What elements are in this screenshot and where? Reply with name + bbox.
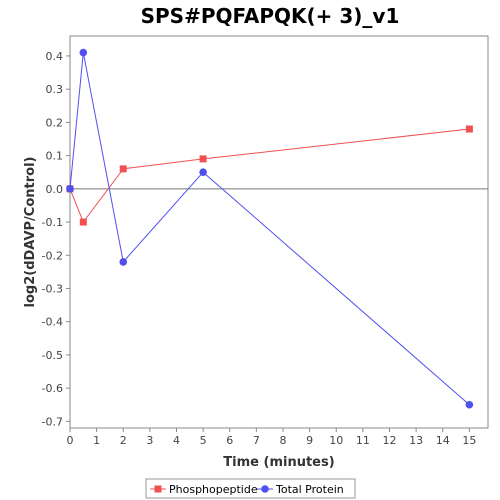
- legend-box: [145, 478, 356, 499]
- y-tick-label: -0.2: [42, 249, 63, 262]
- data-point-square: [119, 165, 127, 173]
- y-tick-label: -0.5: [42, 349, 63, 362]
- y-tick-label: -0.1: [42, 216, 63, 229]
- y-tick-label: 0.3: [46, 83, 64, 96]
- x-tick-label: 13: [409, 434, 423, 447]
- x-tick-label: 5: [200, 434, 207, 447]
- x-tick-label: 3: [146, 434, 153, 447]
- x-tick-label: 8: [279, 434, 286, 447]
- legend-marker-square: [154, 485, 162, 493]
- plot-area: [69, 35, 489, 429]
- x-tick-label: 15: [462, 434, 476, 447]
- x-tick-label: 7: [253, 434, 260, 447]
- data-point-circle: [66, 185, 74, 193]
- data-point-circle: [465, 400, 474, 409]
- legend-label: Phosphopeptide: [169, 483, 258, 496]
- y-tick-label: 0.4: [46, 50, 64, 63]
- y-tick-label: -0.3: [42, 282, 63, 295]
- data-point-circle: [119, 258, 128, 266]
- x-axis-label: Time (minutes): [223, 455, 334, 470]
- data-point-circle: [199, 168, 207, 177]
- y-tick-label: 0.0: [46, 183, 64, 196]
- x-tick-label: 14: [436, 434, 450, 447]
- y-tick-label: 0.2: [46, 116, 64, 129]
- x-tick-label: 9: [306, 434, 313, 447]
- x-tick-label: 11: [356, 434, 370, 447]
- data-point-square: [465, 125, 473, 133]
- x-tick-label: 6: [226, 434, 233, 447]
- x-tick-label: 0: [67, 434, 74, 447]
- data-point-square: [199, 155, 207, 163]
- y-axis-label: log2(dDAVP/Control): [23, 157, 38, 308]
- data-point-circle: [79, 48, 88, 57]
- chart-title: SPS#PQFAPQK(+ 3)_v1: [141, 4, 400, 28]
- y-tick-label: -0.4: [42, 316, 63, 329]
- legend: Phosphopeptide Total Protein: [145, 478, 356, 499]
- legend-label: Total Protein: [275, 483, 344, 496]
- y-tick-label: -0.6: [42, 382, 63, 395]
- legend-marker-circle: [261, 485, 269, 493]
- data-point-square: [79, 218, 87, 226]
- x-tick-label: 4: [173, 434, 180, 447]
- x-tick-label: 12: [382, 434, 396, 447]
- x-tick-label: 1: [93, 434, 100, 447]
- y-tick-label: 0.1: [46, 150, 64, 163]
- x-tick-label: 2: [120, 434, 127, 447]
- y-tick-label: -0.7: [42, 415, 63, 428]
- x-tick-label: 10: [329, 434, 343, 447]
